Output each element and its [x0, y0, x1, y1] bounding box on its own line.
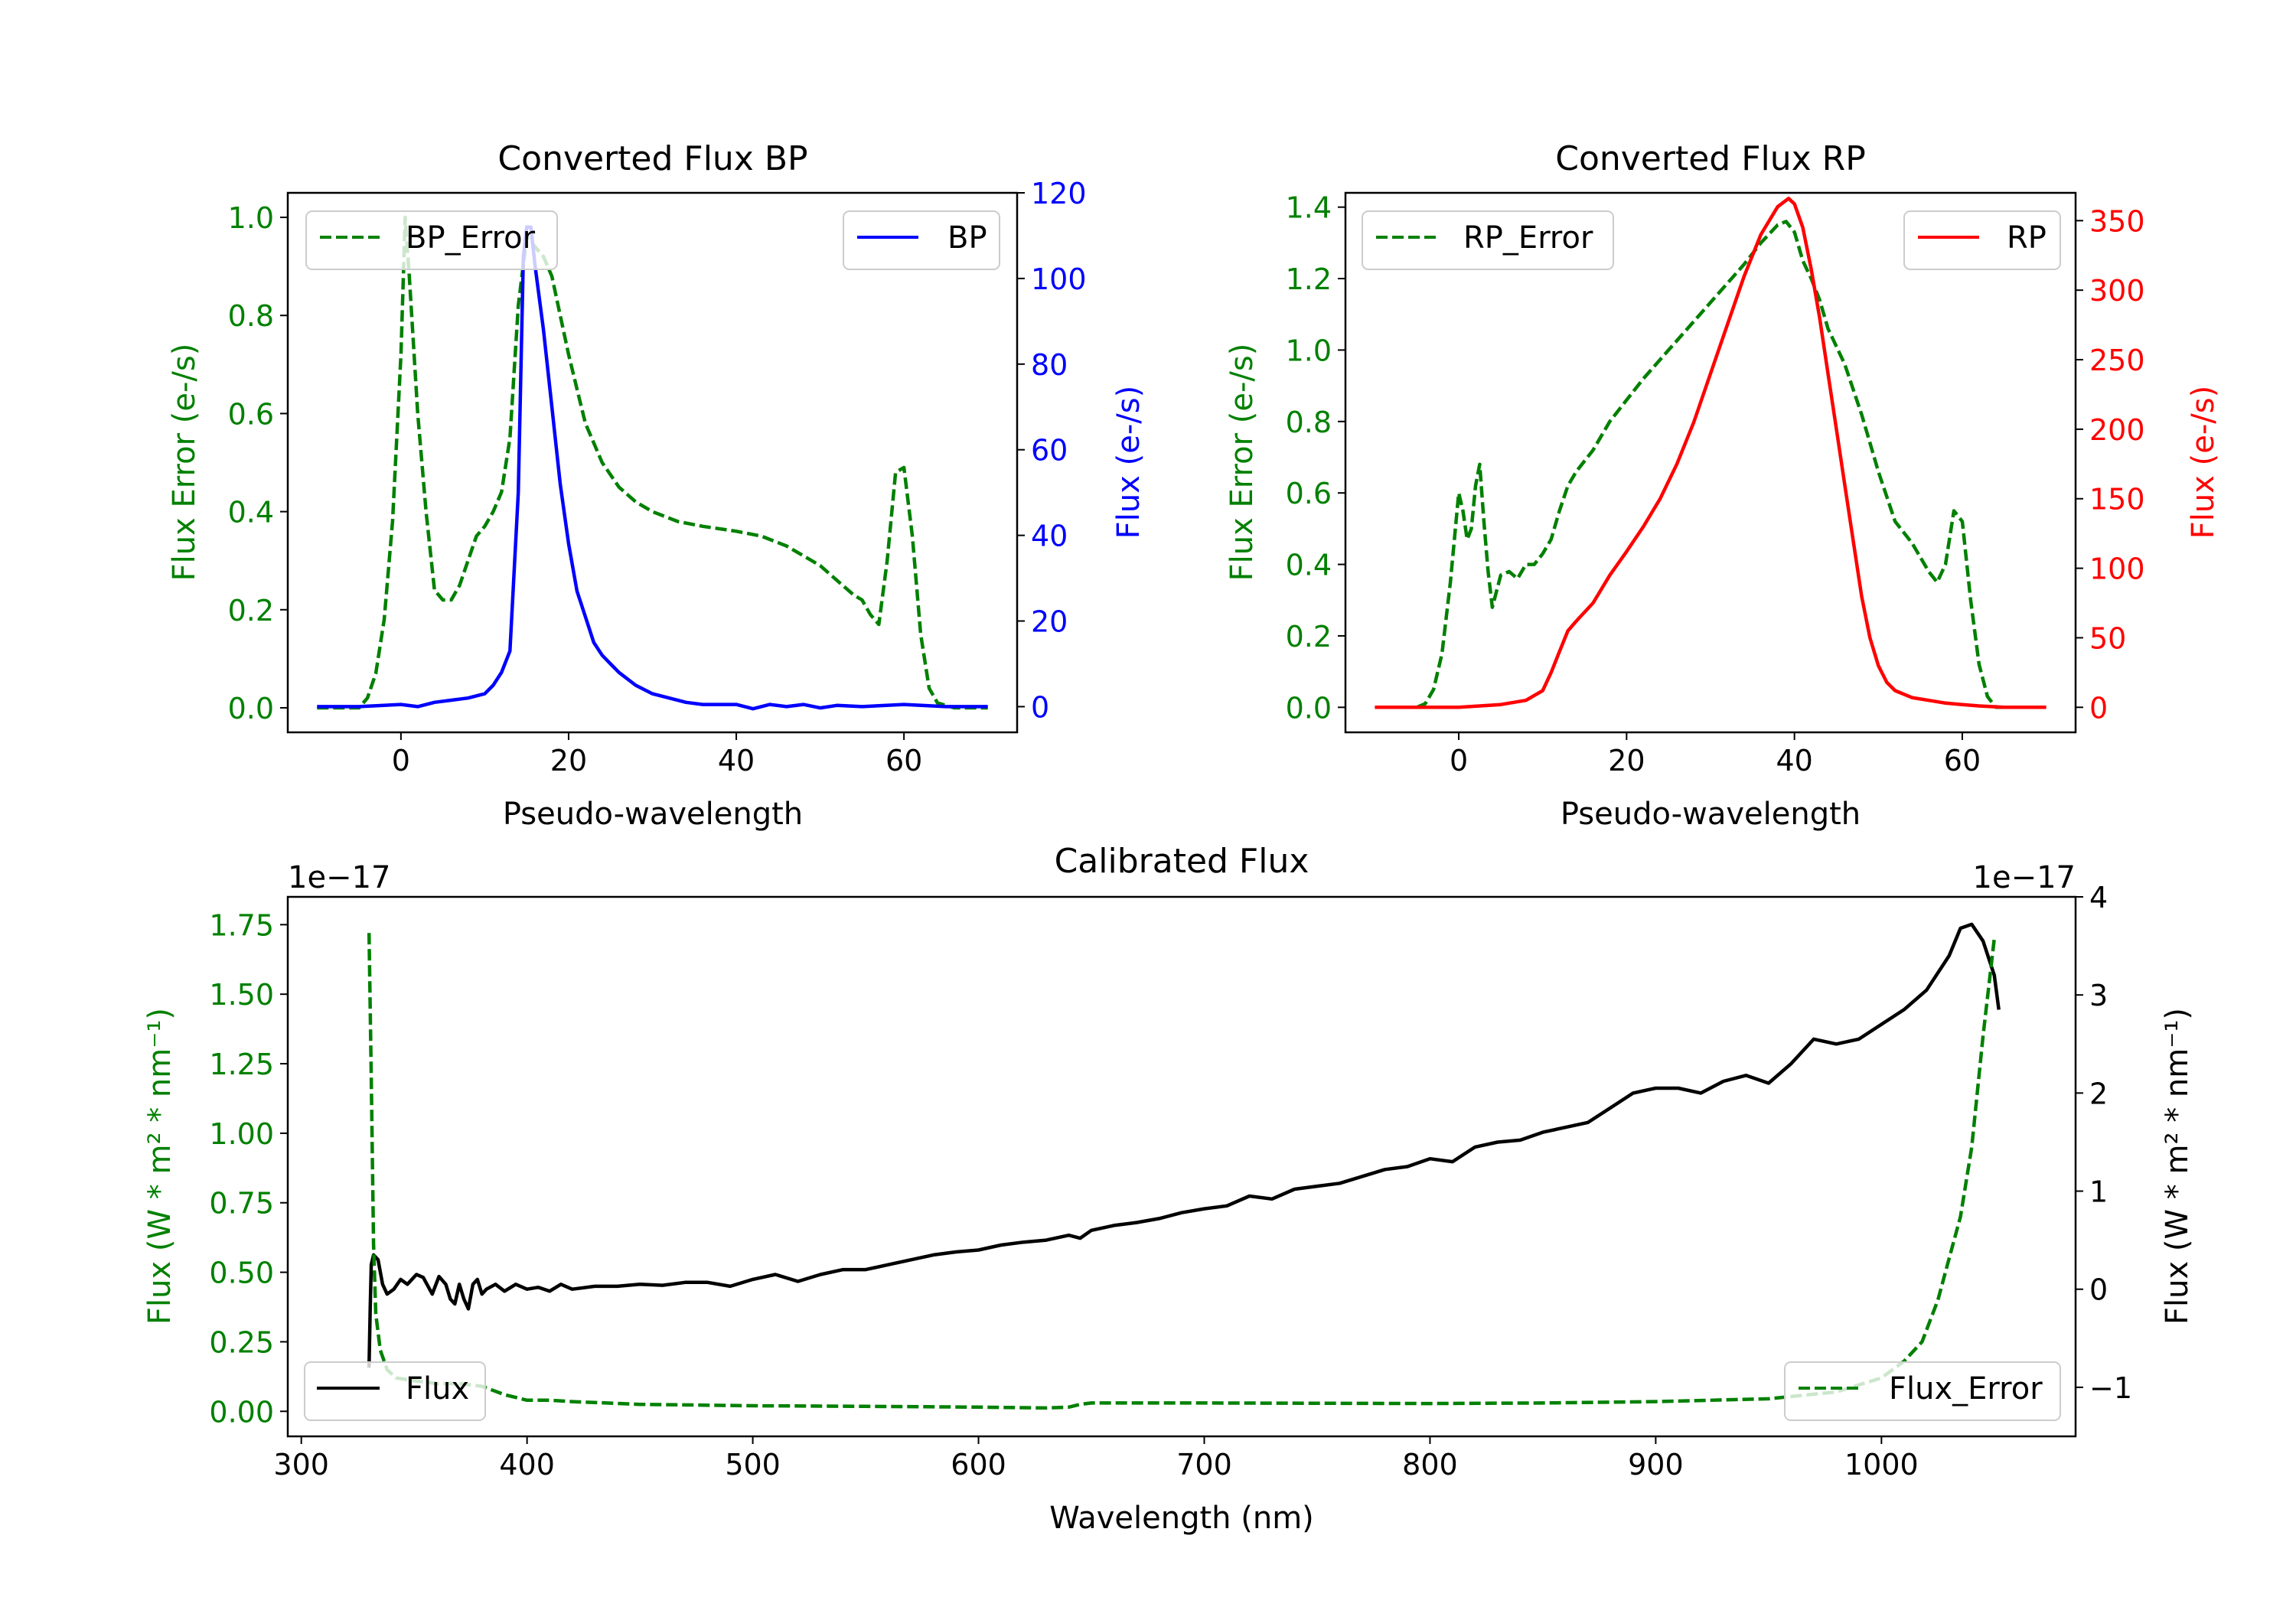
- calibrated-y-left-tick-label: 1.75: [209, 908, 274, 942]
- bp-y-left-tick-label: 0.2: [228, 594, 274, 627]
- rp-y-left-tick-label: 0.4: [1286, 549, 1332, 582]
- flux-legend-label: Flux: [406, 1371, 469, 1407]
- flux-legend: Flux: [304, 1361, 486, 1421]
- rp-x-tick-label: 20: [1608, 744, 1645, 777]
- calibrated-y-left-tick-label: 0.75: [209, 1187, 274, 1221]
- bp-bp-series-line: [317, 225, 988, 711]
- rp-plot-frame: [1344, 191, 2077, 734]
- calibrated-x-tick-label: 700: [1176, 1448, 1232, 1482]
- calibrated-y-right-tick-label: 3: [2089, 979, 2108, 1012]
- rp-y-right-tick-label: 300: [2089, 274, 2145, 308]
- bp-error-legend: BP_Error: [305, 210, 558, 270]
- bp-bp-error-series-line: [317, 215, 988, 710]
- rp-rp-error-series-line: [1416, 220, 2047, 709]
- calibrated-xlabel: Wavelength (nm): [1049, 1501, 1314, 1536]
- bp-x-tick-label: 20: [550, 744, 587, 777]
- rp-y-right-tick-label: 0: [2089, 691, 2108, 725]
- calibrated-plot-frame: [286, 895, 2077, 1438]
- bp-x-tick-label: 40: [718, 744, 755, 777]
- calibrated-flux-series-line: [367, 922, 2001, 1368]
- calibrated-y-right-tick-label: 1: [2089, 1175, 2108, 1209]
- calibrated-x-tick-label: 1000: [1844, 1448, 1919, 1482]
- rp-xlabel: Pseudo-wavelength: [1561, 797, 1861, 832]
- bp-y-right-tick-label: 80: [1031, 348, 1068, 382]
- rp-y-left-tick-label: 0.6: [1286, 477, 1332, 510]
- bp-plot-frame: [286, 191, 1019, 734]
- rp-ylabel-left: Flux Error (e-/s): [1225, 344, 1260, 582]
- bp-legend: BP: [843, 210, 1000, 270]
- rp-y-right-tick-label: 50: [2089, 621, 2126, 655]
- bp-y-right-tick-label: 100: [1031, 262, 1087, 296]
- flux-error-legend: Flux_Error: [1784, 1361, 2061, 1421]
- bp-y-right-tick-label: 60: [1031, 434, 1068, 468]
- calibrated-x-tick-label: 400: [499, 1448, 555, 1482]
- rp-x-tick-label: 60: [1944, 744, 1981, 777]
- rp-x-tick-label: 0: [1450, 744, 1468, 777]
- bp-ylabel-left: Flux Error (e-/s): [167, 344, 202, 582]
- rp-title: Converted Flux RP: [1555, 139, 1866, 178]
- rp-panel: Converted Flux RP 0 20 40 60 0.0 0.2 0.4 0.6 0.8…: [1225, 139, 2221, 832]
- rp-y-right-tick-label: 350: [2089, 204, 2145, 238]
- rp-ylabel-right: Flux (e-/s): [2186, 386, 2221, 539]
- rp-y-right-tick-label: 100: [2089, 553, 2145, 586]
- calibrated-title: Calibrated Flux: [1055, 842, 1309, 881]
- rp-y-right-tick-label: 200: [2089, 413, 2145, 447]
- rp-error-legend-label: RP_Error: [1463, 220, 1593, 256]
- calibrated-offset-left: 1e−17: [288, 860, 390, 895]
- bp-ylabel-right: Flux (e-/s): [1111, 386, 1146, 539]
- calibrated-y-left-tick-label: 0.25: [209, 1325, 274, 1359]
- calibrated-offset-right: 1e−17: [1973, 860, 2076, 895]
- rp-y-right-tick-label: 150: [2089, 483, 2145, 517]
- calibrated-x-tick-label: 300: [273, 1448, 329, 1482]
- bp-y-right-tick-label: 40: [1031, 520, 1068, 553]
- bp-y-right-tick-label: 20: [1031, 605, 1068, 639]
- bp-x-tick-label: 0: [392, 744, 410, 777]
- bp-error-legend-label: BP_Error: [406, 220, 536, 256]
- bp-y-left-tick-label: 0.8: [228, 299, 274, 333]
- calibrated-x-tick-label: 900: [1628, 1448, 1684, 1482]
- calibrated-y-left-tick-label: 1.25: [209, 1048, 274, 1081]
- calibrated-ylabel-left: Flux (W * m² * nm⁻¹): [142, 1008, 178, 1325]
- calibrated-y-right-tick-label: −1: [2089, 1371, 2132, 1405]
- calibrated-ylabel-right: Flux (W * m² * nm⁻¹): [2160, 1008, 2195, 1325]
- rp-error-legend: RP_Error: [1362, 210, 1614, 270]
- bp-panel: Converted Flux BP 0 20 40 60 0.0 0.2 0.4 0.6 0.8…: [167, 139, 1146, 832]
- rp-y-right-tick-label: 250: [2089, 344, 2145, 377]
- calibrated-y-right-tick-label: 4: [2089, 881, 2108, 914]
- flux-error-legend-label: Flux_Error: [1889, 1371, 2043, 1407]
- rp-y-left-tick-label: 1.0: [1286, 334, 1332, 367]
- rp-y-left-tick-label: 1.4: [1286, 191, 1332, 225]
- calibrated-y-left-tick-label: 1.50: [209, 978, 274, 1012]
- bp-x-tick-label: 60: [885, 744, 922, 777]
- bp-y-left-tick-label: 1.0: [228, 201, 274, 235]
- rp-y-left-tick-label: 0.0: [1286, 691, 1332, 725]
- bp-xlabel: Pseudo-wavelength: [503, 797, 803, 832]
- bp-y-left-tick-label: 0.0: [228, 692, 274, 725]
- rp-y-left-tick-label: 0.8: [1286, 406, 1332, 439]
- bp-y-right-tick-label: 120: [1031, 177, 1087, 210]
- calibrated-y-left-tick-label: 1.00: [209, 1117, 274, 1151]
- rp-y-left-tick-label: 0.2: [1286, 620, 1332, 654]
- rp-y-left-tick-label: 1.2: [1286, 262, 1332, 296]
- calibrated-x-tick-label: 800: [1402, 1448, 1458, 1482]
- calibrated-y-right-tick-label: 2: [2089, 1077, 2108, 1110]
- calibrated-x-tick-label: 600: [951, 1448, 1006, 1482]
- rp-legend-label: RP: [2007, 220, 2047, 256]
- rp-legend: RP: [1903, 210, 2061, 270]
- bp-y-right-tick-label: 0: [1031, 690, 1049, 724]
- bp-y-left-tick-label: 0.6: [228, 397, 274, 431]
- bp-y-left-tick-label: 0.4: [228, 496, 274, 530]
- rp-rp-series-line: [1375, 197, 2047, 709]
- calibrated-panel: Calibrated Flux 1e−17 1e−17 300 400 500 600…: [142, 842, 2195, 1536]
- calibrated-y-left-tick-label: 0.50: [209, 1257, 274, 1290]
- calibrated-x-tick-label: 500: [725, 1448, 781, 1482]
- bp-title: Converted Flux BP: [497, 139, 807, 178]
- bp-legend-label: BP: [947, 220, 987, 256]
- calibrated-y-right-tick-label: 0: [2089, 1273, 2108, 1307]
- calibrated-y-left-tick-label: 0.00: [209, 1395, 274, 1429]
- rp-x-tick-label: 40: [1776, 744, 1812, 777]
